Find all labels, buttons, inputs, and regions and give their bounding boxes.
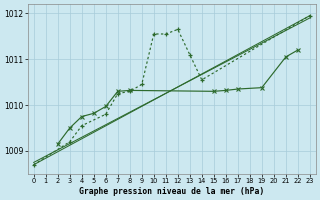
X-axis label: Graphe pression niveau de la mer (hPa): Graphe pression niveau de la mer (hPa) (79, 187, 264, 196)
